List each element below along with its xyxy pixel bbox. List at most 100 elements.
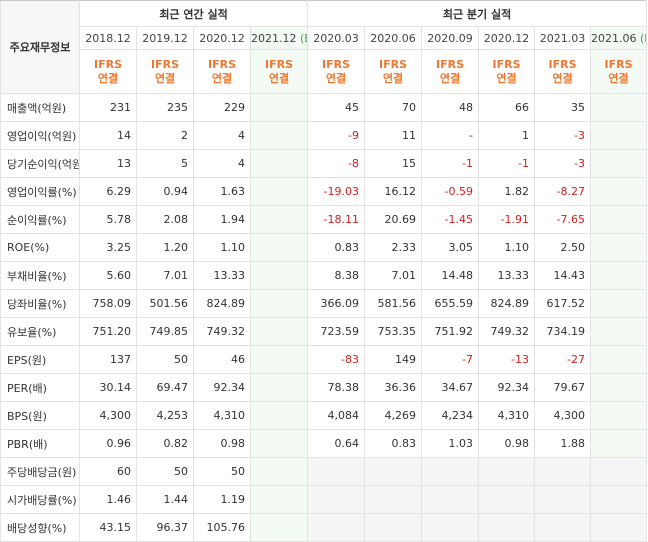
ifrs-label: IFRS [436, 57, 465, 71]
ifrs-label: IFRS [265, 57, 293, 71]
data-cell: -1.91 [478, 205, 536, 234]
data-cell: 758.09 [79, 289, 137, 318]
table-header: 주요재무정보 최근 연간 실적 최근 분기 실적 2018.12 2019.12 2… [0, 0, 648, 94]
ifrs-consolidated-header: IFRS 연결 [249, 49, 309, 94]
estimate-marker: (E) [640, 31, 646, 45]
data-cell: 137 [79, 345, 137, 374]
data-cell: 2.50 [534, 233, 592, 262]
data-cell [421, 485, 480, 514]
row-label: 시가배당률(%) [0, 485, 80, 514]
ifrs-label: IFRS [604, 57, 633, 71]
data-cell: 5.78 [79, 205, 137, 234]
consolidated-label: 연결 [97, 71, 119, 85]
data-cell: -3 [534, 149, 592, 178]
data-cell [590, 177, 648, 206]
period-header: 2019.12 [136, 26, 194, 50]
ifrs-label: IFRS [379, 57, 408, 71]
data-cell: -19.03 [307, 177, 366, 206]
data-cell: -3 [534, 121, 592, 150]
data-cell: 1.46 [79, 485, 137, 514]
period-label: 2021.12 [251, 31, 297, 45]
data-cell [590, 485, 648, 514]
data-cell: 751.20 [79, 317, 137, 346]
data-cell [249, 513, 309, 542]
data-cell [590, 429, 648, 458]
data-cell [590, 149, 648, 178]
data-cell: 753.35 [364, 317, 423, 346]
table-row: ROE(%) 3.25 1.20 1.10 0.83 2.33 3.05 1.10 2.50 [0, 233, 648, 262]
period-label: 2020.03 [313, 31, 359, 45]
data-cell: 4,234 [421, 401, 480, 430]
table-row: 시가배당률(%) 1.46 1.44 1.19 [0, 485, 648, 514]
data-cell: 79.67 [534, 373, 592, 402]
data-cell: 1.10 [193, 233, 251, 262]
data-cell: 0.64 [307, 429, 366, 458]
data-cell: 20.69 [364, 205, 423, 234]
ifrs-row: IFRS 연결 IFRS 연결 IFRS 연결 IFRS 연결 IFRS 연결 IFRS 연결 IFRS… [1, 49, 648, 94]
data-cell [421, 457, 480, 486]
data-cell: 50 [136, 345, 194, 374]
consolidated-label: 연결 [608, 71, 629, 85]
data-cell [249, 149, 309, 178]
data-cell: -13 [478, 345, 536, 374]
data-cell [364, 457, 423, 486]
data-cell [590, 233, 648, 262]
data-cell [249, 373, 309, 402]
data-cell: 14 [79, 121, 137, 150]
table-row: BPS(원) 4,300 4,253 4,310 4,084 4,269 4,234 4,31… [0, 401, 648, 430]
data-cell: 8.38 [307, 261, 366, 290]
data-cell [534, 457, 592, 486]
data-cell: 751.92 [421, 317, 480, 346]
table-row: 당좌비율(%) 758.09 501.56 824.89 366.09 581.56 655… [0, 289, 648, 318]
table-row: PBR(배) 0.96 0.82 0.98 0.64 0.83 1.03 0.98 1.88 [0, 429, 648, 458]
data-cell: 3.05 [421, 233, 480, 262]
data-cell [249, 233, 309, 262]
data-cell [307, 513, 366, 542]
data-cell: 655.59 [421, 289, 480, 318]
data-cell: 617.52 [534, 289, 592, 318]
data-cell: 0.94 [136, 177, 194, 206]
row-label: 당기순이익(억원) [0, 149, 80, 178]
row-label: ROE(%) [0, 233, 80, 262]
data-cell [590, 289, 648, 318]
data-cell: 4,310 [478, 401, 536, 430]
data-cell: 1.88 [534, 429, 592, 458]
consolidated-label: 연결 [154, 71, 176, 85]
data-cell [307, 457, 366, 486]
period-label: 2021.03 [539, 31, 586, 45]
table-row: 주당배당금(원) 60 50 50 [0, 457, 648, 486]
data-cell: 45 [307, 93, 366, 122]
data-cell [478, 457, 536, 486]
data-cell: 30.14 [79, 373, 137, 402]
data-cell: 2 [136, 121, 194, 150]
data-cell: 366.09 [307, 289, 366, 318]
data-cell: 749.85 [136, 317, 194, 346]
data-cell [307, 485, 366, 514]
period-header: 2020.12 [478, 26, 536, 50]
data-cell: 6.29 [79, 177, 137, 206]
data-cell: -7 [421, 345, 480, 374]
data-cell: 13 [79, 149, 137, 178]
data-cell: 92.34 [478, 373, 536, 402]
period-label: 2020.12 [199, 31, 245, 45]
data-cell: 749.32 [193, 317, 251, 346]
data-cell: 0.98 [193, 429, 251, 458]
data-cell: 1.44 [136, 485, 194, 514]
data-cell [590, 345, 648, 374]
ifrs-consolidated-header: IFRS 연결 [590, 49, 648, 94]
data-cell [590, 261, 648, 290]
data-cell: 2.08 [136, 205, 194, 234]
consolidated-label: 연결 [496, 71, 517, 85]
data-cell: 1.10 [478, 233, 536, 262]
table-row: 영업이익(억원) 14 2 4 -9 11-1 -3 [0, 121, 648, 150]
data-cell: 231 [79, 93, 137, 122]
period-label: 2020.06 [370, 31, 416, 45]
data-cell: 2.33 [364, 233, 423, 262]
ifrs-label: IFRS [94, 57, 122, 71]
row-label: 순이익률(%) [0, 205, 80, 234]
ifrs-consolidated-header: IFRS 연결 [364, 49, 423, 94]
data-cell: 0.83 [364, 429, 423, 458]
consolidated-label: 연결 [211, 71, 233, 85]
estimate-marker: (E) [300, 31, 307, 45]
data-cell: 149 [364, 345, 423, 374]
